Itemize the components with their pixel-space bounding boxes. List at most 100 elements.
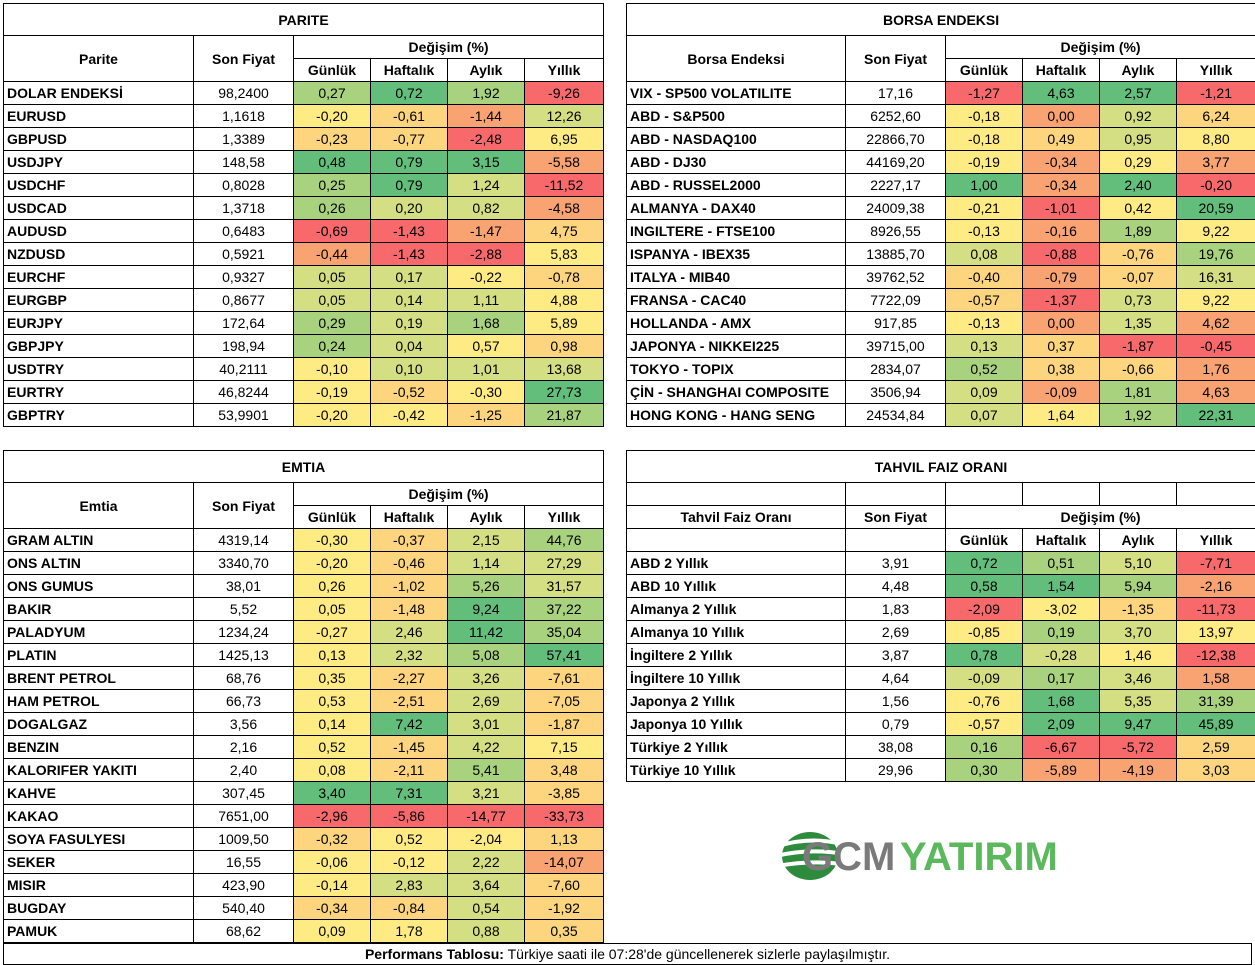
emtia-row: KAHVE 307,45 3,40 7,31 3,21 -3,85 <box>3 781 605 805</box>
emtia-row: ONS GUMUS 38,01 0,26 -1,02 5,26 31,57 <box>3 574 605 598</box>
parite-row-change: -4,58 <box>523 196 605 220</box>
tahvil-row-name: ABD 2 Yıllık <box>626 551 846 575</box>
borsa-row-change: 16,31 <box>1175 265 1255 289</box>
tahvil-row: Türkiye 2 Yıllık 38,08 0,16 -6,67 -5,72 2,59 <box>626 735 1255 759</box>
tahvil-row-name: İngiltere 2 Yıllık <box>626 643 846 667</box>
parite-row-change: 0,79 <box>370 173 448 197</box>
emtia-row-change: 37,22 <box>523 597 605 621</box>
emtia-row-change: 5,26 <box>447 574 525 598</box>
parite-row-change: -1,44 <box>447 104 525 128</box>
borsa-row-change: 6,24 <box>1175 104 1255 128</box>
tahvil-row-change: -1,35 <box>1099 597 1177 621</box>
borsa-row-change: -0,40 <box>945 265 1023 289</box>
borsa-row: ÇİN - SHANGHAI COMPOSITE 3506,94 0,09 -0,09… <box>626 380 1255 404</box>
tahvil-row-change: 3,70 <box>1099 620 1177 644</box>
borsa-row-change: 2,57 <box>1099 81 1177 105</box>
emtia-period-header: Aylık <box>447 505 525 529</box>
tahvil-price-header: Son Fiyat <box>845 505 946 529</box>
tahvil-row-change: 5,35 <box>1099 689 1177 713</box>
parite-row-name: EURJPY <box>3 311 194 335</box>
logo-text-gcm: GCM <box>802 835 895 879</box>
parite-row-change: 0,57 <box>447 334 525 358</box>
emtia-row-change: 0,14 <box>293 712 371 736</box>
emtia-row-change: 2,22 <box>447 850 525 874</box>
logo-text-yatirim: YATIRIM <box>900 835 1058 879</box>
emtia-row-change: -0,84 <box>370 896 448 920</box>
emtia-row-name: BRENT PETROL <box>3 666 194 690</box>
tahvil-name-header: Tahvil Faiz Oranı <box>626 505 846 529</box>
emtia-row-change: 3,48 <box>523 758 605 782</box>
borsa-row: ALMANYA - DAX40 24009,38 -0,21 -1,01 0,42 20,… <box>626 196 1255 220</box>
tahvil-row-change: 0,72 <box>945 551 1023 575</box>
parite-row-change: 0,29 <box>293 311 371 335</box>
parite-row-change: 27,73 <box>523 380 605 404</box>
parite-title: PARITE <box>2 3 605 36</box>
parite-row-change: -1,47 <box>447 219 525 243</box>
parite-row-change: -0,77 <box>370 127 448 151</box>
borsa-row: JAPONYA - NIKKEI225 39715,00 0,13 0,37 -1,87… <box>626 334 1255 358</box>
emtia-row-change: 3,21 <box>447 781 525 805</box>
emtia-row-change: 0,13 <box>293 643 371 667</box>
borsa-row-change: 0,52 <box>945 357 1023 381</box>
borsa-row-name: ABD - RUSSEL2000 <box>626 173 846 197</box>
parite-row-change: -1,25 <box>447 403 525 427</box>
borsa-row-change: -0,07 <box>1099 265 1177 289</box>
parite-row-change: 1,11 <box>447 288 525 312</box>
emtia-row: HAM PETROL 66,73 0,53 -2,51 2,69 -7,05 <box>3 689 605 713</box>
emtia-row: BAKIR 5,52 0,05 -1,48 9,24 37,22 <box>3 597 605 621</box>
emtia-row-change: -14,07 <box>523 850 605 874</box>
borsa-row-change: 1,89 <box>1099 219 1177 243</box>
parite-row: EURTRY 46,8244 -0,19 -0,52 -0,30 27,73 <box>3 380 605 404</box>
borsa-row-change: 0,07 <box>945 403 1023 427</box>
tahvil-row-change: -3,02 <box>1022 597 1100 621</box>
borsa-row-change: -1,27 <box>945 81 1023 105</box>
emtia-row-change: -1,87 <box>523 712 605 736</box>
parite-row: GBPTRY 53,9901 -0,20 -0,42 -1,25 21,87 <box>3 403 605 427</box>
emtia-row-price: 68,76 <box>193 666 294 690</box>
tahvil-row-price: 0,79 <box>845 712 946 736</box>
borsa-row: ISPANYA - IBEX35 13885,70 0,08 -0,88 -0,76 19… <box>626 242 1255 266</box>
borsa-row-change: -0,66 <box>1099 357 1177 381</box>
emtia-row-name: DOGALGAZ <box>3 712 194 736</box>
parite-row-name: USDJPY <box>3 150 194 174</box>
borsa-row-change: 1,76 <box>1175 357 1255 381</box>
tahvil-row-change: 3,03 <box>1175 758 1255 782</box>
parite-row: EURUSD 1,1618 -0,20 -0,61 -1,44 12,26 <box>3 104 605 128</box>
borsa-row-change: 0,38 <box>1022 357 1100 381</box>
emtia-row-change: -33,73 <box>523 804 605 828</box>
tahvil-row-price: 29,96 <box>845 758 946 782</box>
emtia-row: PLATIN 1425,13 0,13 2,32 5,08 57,41 <box>3 643 605 667</box>
borsa-row-change: 4,62 <box>1175 311 1255 335</box>
emtia-row-name: ONS ALTIN <box>3 551 194 575</box>
parite-row-change: 6,95 <box>523 127 605 151</box>
emtia-row-change: 11,42 <box>447 620 525 644</box>
emtia-row-change: -3,85 <box>523 781 605 805</box>
parite-row-price: 53,9901 <box>193 403 294 427</box>
emtia-row-change: -1,48 <box>370 597 448 621</box>
borsa-row-price: 39715,00 <box>845 334 946 358</box>
tahvil-row-price: 38,08 <box>845 735 946 759</box>
tahvil-row: Japonya 10 Yıllık 0,79 -0,57 2,09 9,47 45,89 <box>626 712 1255 736</box>
emtia-row-change: 1,14 <box>447 551 525 575</box>
borsa-row: TOKYO - TOPIX 2834,07 0,52 0,38 -0,66 1,76 <box>626 357 1255 381</box>
emtia-row: KALORIFER YAKITI 2,40 0,08 -2,11 5,41 3,48 <box>3 758 605 782</box>
emtia-row-change: -1,92 <box>523 896 605 920</box>
parite-row-change: -2,48 <box>447 127 525 151</box>
emtia-row-name: SOYA FASULYESI <box>3 827 194 851</box>
parite-row-name: EURGBP <box>3 288 194 312</box>
emtia-row-change: -0,14 <box>293 873 371 897</box>
tahvil-row-change: -2,16 <box>1175 574 1255 598</box>
borsa-row-change: 20,59 <box>1175 196 1255 220</box>
borsa-row-price: 39762,52 <box>845 265 946 289</box>
tahvil-row-change: -11,73 <box>1175 597 1255 621</box>
borsa-row-price: 44169,20 <box>845 150 946 174</box>
borsa-row-name: HOLLANDA - AMX <box>626 311 846 335</box>
emtia-row-change: -0,20 <box>293 551 371 575</box>
borsa-row-name: INGILTERE - FTSE100 <box>626 219 846 243</box>
borsa-period-header: Günlük <box>945 58 1023 82</box>
parite-row-price: 1,1618 <box>193 104 294 128</box>
gcm-logo-icon: GCM YATIRIM <box>775 832 1058 880</box>
borsa-row: ABD - DJ30 44169,20 -0,19 -0,34 0,29 3,77 <box>626 150 1255 174</box>
tahvil-period-header: Yıllık <box>1175 528 1255 552</box>
parite-row-change: -5,58 <box>523 150 605 174</box>
